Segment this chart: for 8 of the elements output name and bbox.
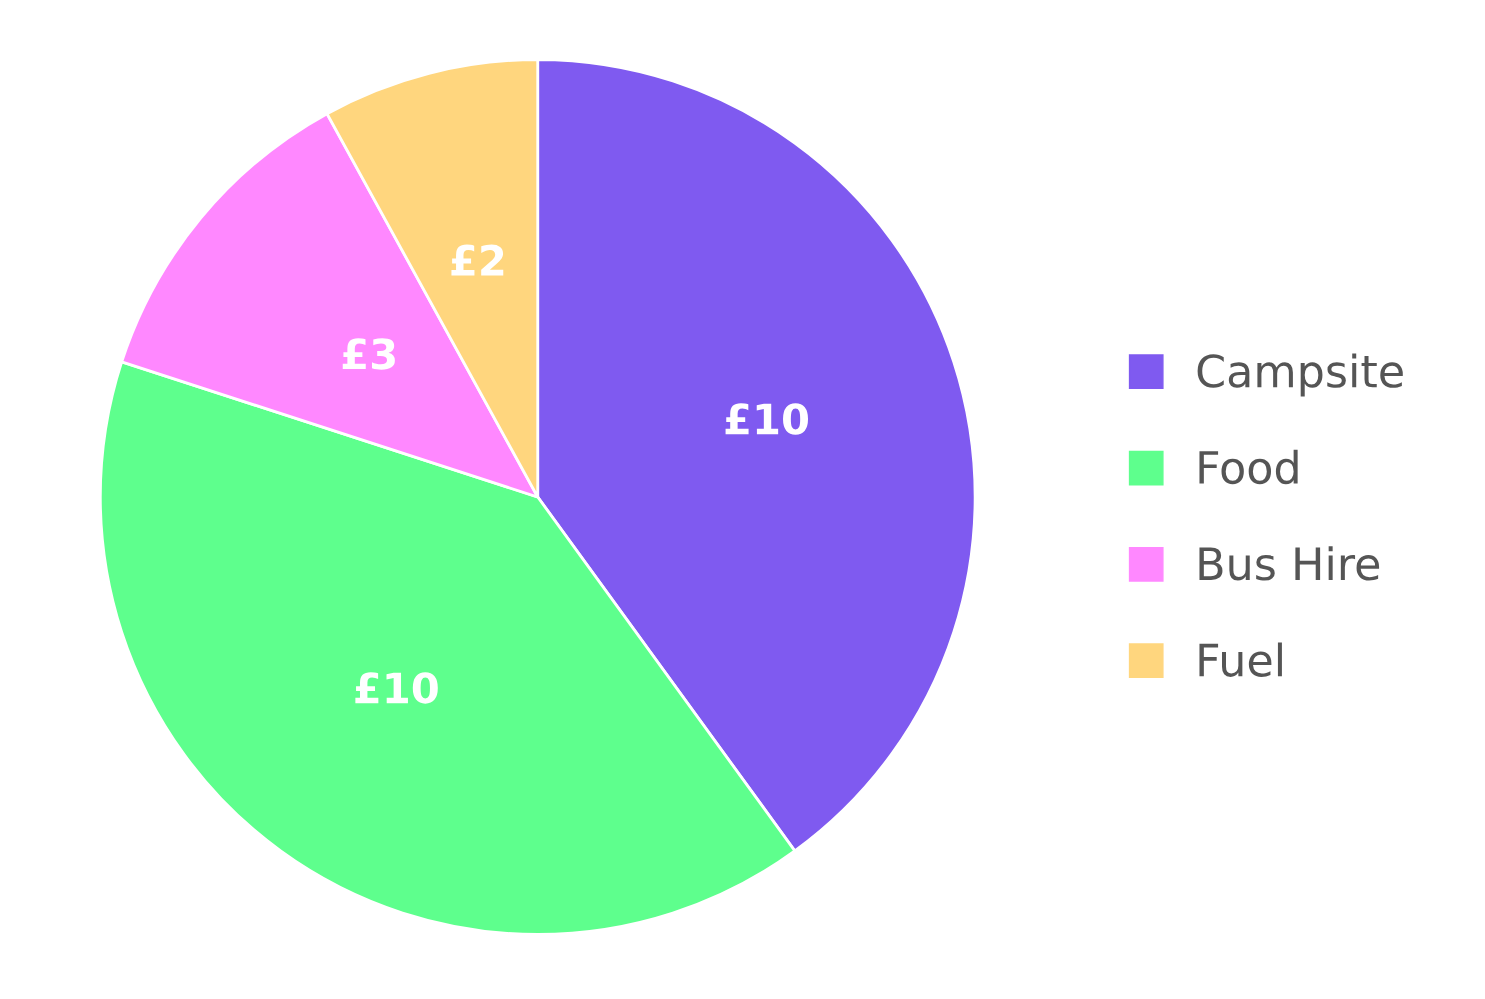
data-label: £3 xyxy=(342,338,395,370)
legend-label: Campsite xyxy=(1197,353,1403,397)
data-label: £2 xyxy=(451,244,504,276)
data-label: £10 xyxy=(725,403,809,435)
legend-label: Fuel xyxy=(1199,642,1282,677)
legend-label: Food xyxy=(1199,449,1298,485)
legend-label: Bus Hire xyxy=(1199,546,1380,581)
data-label: £10 xyxy=(355,672,438,704)
